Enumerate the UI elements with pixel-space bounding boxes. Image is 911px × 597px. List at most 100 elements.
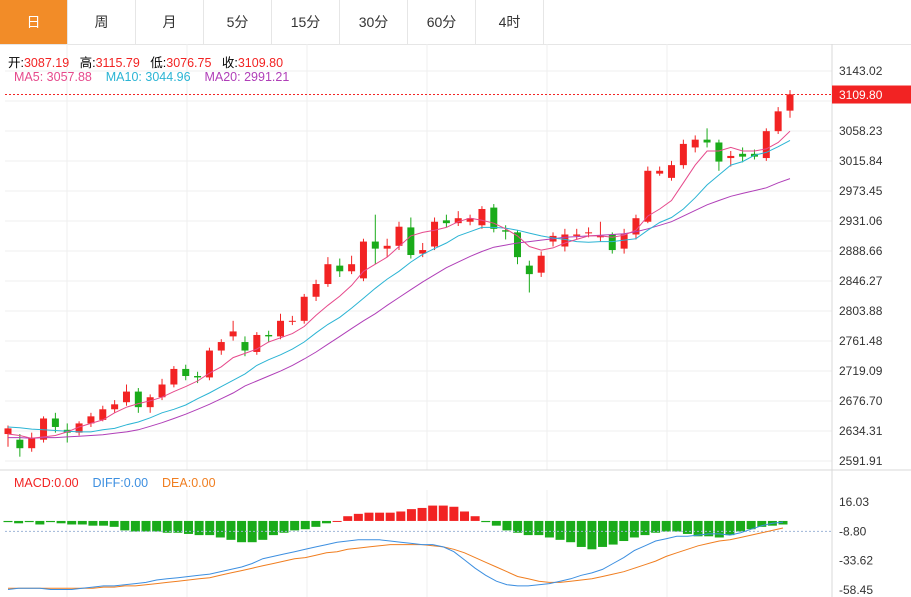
price-tick-label: 2591.91 xyxy=(839,454,883,468)
candle-body xyxy=(277,320,285,337)
ma20-line xyxy=(8,178,791,439)
macd-bar xyxy=(778,520,788,525)
macd-bar xyxy=(449,506,459,521)
tab-3[interactable]: 5分 xyxy=(204,0,272,44)
tab-0[interactable]: 日 xyxy=(0,0,68,44)
candle-body xyxy=(739,153,747,157)
candle-body xyxy=(170,368,178,385)
macd-label: MACD: xyxy=(14,476,55,490)
tab-4[interactable]: 15分 xyxy=(272,0,340,44)
candle-body xyxy=(217,342,225,351)
macd-bar xyxy=(704,520,714,537)
candle-body xyxy=(561,234,569,247)
kline-chart-svg[interactable]: 3109.80 3143.02 3058.23 3015.84 2973.45 2931… xyxy=(0,44,911,597)
macd-bar xyxy=(88,520,98,526)
candle-body xyxy=(241,342,249,351)
tab-6[interactable]: 60分 xyxy=(408,0,476,44)
macd-bar xyxy=(587,520,597,550)
tab-2[interactable]: 月 xyxy=(136,0,204,44)
candle-body xyxy=(644,170,652,222)
macd-bar xyxy=(268,520,278,536)
candle-body xyxy=(253,334,261,352)
macd-bar xyxy=(183,520,193,534)
candle-body xyxy=(4,428,12,435)
open-label: 开: xyxy=(8,56,24,70)
price-tick-label: 2719.09 xyxy=(839,364,883,378)
candle-body xyxy=(146,397,154,408)
candle-body xyxy=(28,437,36,449)
macd-bar xyxy=(353,513,363,521)
macd-bar xyxy=(417,507,427,521)
candle-body xyxy=(229,331,237,337)
macd-bar xyxy=(502,520,512,531)
last-price-value: 3109.80 xyxy=(839,88,883,102)
candle-body xyxy=(454,218,462,224)
tab-1[interactable]: 周 xyxy=(68,0,136,44)
close-label: 收: xyxy=(221,56,238,70)
dea-line xyxy=(8,527,784,589)
macd-bar xyxy=(321,520,331,524)
macd-bar xyxy=(385,512,395,521)
macd-bar xyxy=(120,520,130,531)
moving-average-lines xyxy=(7,130,791,439)
candle-body xyxy=(16,439,24,449)
macd-bar xyxy=(491,520,501,526)
macd-bar xyxy=(152,520,162,532)
macd-bar xyxy=(757,520,767,527)
high-value: 3115.79 xyxy=(95,56,140,70)
candle-body xyxy=(383,245,391,249)
candle-body xyxy=(762,131,770,159)
price-tick-label: 3015.84 xyxy=(839,154,883,168)
macd-tick-label: -58.45 xyxy=(839,583,873,597)
candle-body xyxy=(371,241,379,249)
macd-bar xyxy=(14,520,24,524)
price-tick-label: 2634.31 xyxy=(839,424,883,438)
macd-bar xyxy=(56,520,66,524)
candle-body xyxy=(288,320,296,322)
macd-bar xyxy=(746,520,756,530)
price-axis: 3143.02 3058.23 3015.84 2973.45 2931.06 2888.… xyxy=(839,64,883,468)
macd-bar xyxy=(576,520,586,547)
ma5-label: MA5: xyxy=(14,70,44,84)
tab-5[interactable]: 30分 xyxy=(340,0,408,44)
candle-body xyxy=(359,241,367,279)
ma-legend: MA5: 3057.88 MA10: 3044.96 MA20: 2991.21 xyxy=(14,70,289,84)
macd-bar xyxy=(598,520,608,547)
ma10-value: 3044.96 xyxy=(145,70,191,84)
price-tick-label: 2761.48 xyxy=(839,334,883,348)
candle-body xyxy=(75,423,83,433)
high-label: 高: xyxy=(79,56,96,70)
macd-bar xyxy=(290,520,300,531)
candle-body xyxy=(87,416,95,424)
ma10-line xyxy=(7,139,791,433)
macd-bar xyxy=(194,520,204,536)
kline-chart-area[interactable]: 3109.80 3143.02 3058.23 3015.84 2973.45 2931… xyxy=(0,44,911,597)
candle-body xyxy=(620,234,628,249)
candle-body xyxy=(513,232,521,258)
candle-body xyxy=(632,218,640,235)
close-value: 3109.80 xyxy=(237,56,284,70)
macd-bar xyxy=(3,520,13,523)
dea-label: DEA: xyxy=(162,476,192,490)
macd-value: 0.00 xyxy=(54,476,79,490)
candle-body xyxy=(134,391,142,408)
macd-bar xyxy=(736,520,746,532)
candle-body xyxy=(419,250,427,254)
macd-bar xyxy=(311,520,321,527)
candle-body xyxy=(407,227,415,256)
candle-body xyxy=(703,139,711,143)
macd-bar xyxy=(481,520,491,523)
candle-body xyxy=(40,418,48,440)
ma20-value: 2991.21 xyxy=(244,70,290,84)
candle-body xyxy=(490,207,498,229)
macd-bar xyxy=(428,505,438,521)
candle-body xyxy=(478,209,486,226)
tab-7[interactable]: 4时 xyxy=(476,0,544,44)
macd-bar xyxy=(279,520,289,533)
macd-bar xyxy=(258,520,268,540)
ohlc-legend: 开:3087.19 高:3115.79 低:3076.75 收:3109.80 xyxy=(8,52,283,71)
macd-bar xyxy=(438,505,448,521)
macd-bar xyxy=(226,520,236,540)
candle-body xyxy=(122,391,130,403)
macd-bar xyxy=(45,520,55,523)
